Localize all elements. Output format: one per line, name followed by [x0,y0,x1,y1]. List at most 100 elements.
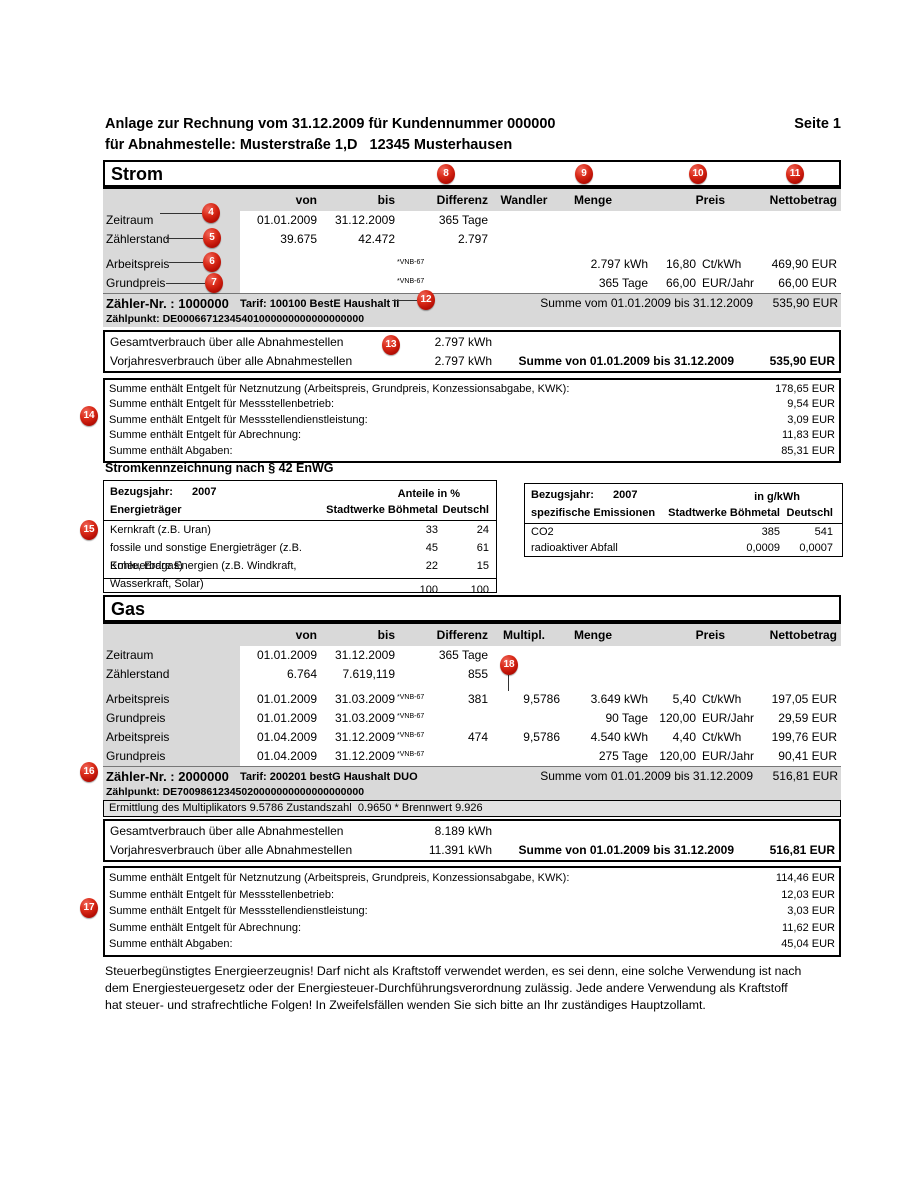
fee-value: 85,31 EUR [781,444,835,457]
row-header: spezifische Emissionen [531,507,656,519]
reference-year-label: Bezugsjahr: [110,486,173,498]
fee-label: Summe enthält Entgelt für Messstellenbet… [109,888,335,901]
emissions-table: Bezugsjahr: 2007 in g/kWh spezifische Em… [524,483,843,557]
annotation-badge-18: 18 [500,655,518,675]
energy-mix-table: Bezugsjahr: 2007 Anteile in % Energieträ… [103,480,497,596]
period-sum-label: Summe vom 01.01.2009 bis 31.12.2009 [540,296,753,310]
col-header-bis: bis [377,628,395,642]
cell-wandler [488,230,560,249]
energy-mix-heading: Stromkennzeichnung nach § 42 EnWG [105,461,334,475]
cell-menge [560,230,648,249]
cell-preis [648,230,758,249]
row-label: Zählerstand [103,665,240,684]
cell-preis-unit: EUR/Jahr [702,276,755,290]
vnb-note: *VNB-67 [397,732,425,739]
previous-year-label: Vorjahresverbrauch über alle Abnahmestel… [110,354,353,368]
annotation-badge-6: 6 [203,252,221,272]
cell-von [240,274,317,293]
table-row-grundpreis-2: Grundpreis 01.04.2009 31.12.2009 *VNB-67… [103,747,841,766]
leader-line [166,283,205,284]
metering-point: Zählpunkt: DE700986123450200000000000000… [103,785,841,800]
fee-label: Summe enthält Abgaben: [109,444,233,457]
annotation-badge-16: 16 [80,762,98,782]
cell-menge [560,211,648,230]
annotation-badge-11: 11 [786,164,804,184]
cell-bis [317,274,395,293]
leader-line [392,300,417,301]
document-title: Anlage zur Rechnung vom 31.12.2009 für K… [105,116,556,132]
annotation-badge-7: 7 [205,273,223,293]
unit-label: in g/kWh [754,491,800,503]
cell-netto: 469,90 EUR [771,257,837,271]
period-sum-label: Summe von 01.01.2009 bis 31.12.2009 [518,843,734,857]
tariff-label: Tarif: 100100 BestE Haushalt II [240,298,400,310]
fee-row: Summe enthält Abgaben: 45,04 EUR [105,936,839,953]
cell-bis: 31.12.2009 [334,213,395,227]
cell-wandler [488,255,560,274]
gas-consumption-box: Gesamtverbrauch über alle Abnahmestellen… [103,819,841,862]
fee-label: Summe enthält Entgelt für Netznutzung (A… [109,383,570,395]
cell-menge: 365 Tage [598,276,648,290]
col-header-differenz: Differenz [436,628,488,642]
table-row-zeitraum: Zeitraum 01.01.2009 31.12.2009 365 Tage [103,646,841,665]
reference-year: 2007 [613,489,638,501]
cell-preis-value: 66,00 [665,276,696,290]
previous-year-label: Vorjahresverbrauch über alle Abnahmestel… [110,843,353,857]
col-header-multiplikator: Multipl. [503,628,545,642]
fee-label: Summe enthält Entgelt für Messstellenbet… [109,398,335,411]
row-label: Zeitraum [103,646,240,665]
tax-notice-line: hat steuer- und strafrechtliche Folgen! … [105,998,706,1012]
energy-mix-total-row: 100 100 [104,578,496,598]
col-header-von: von [295,193,317,207]
fee-row: Summe enthält Abgaben: 85,31 EUR [105,444,839,459]
fee-value: 3,09 EUR [787,413,835,426]
annotation-badge-15: 15 [80,520,98,540]
period-sum-value: 535,90 EUR [772,296,838,310]
period-sum-label: Summe von 01.01.2009 bis 31.12.2009 [518,354,734,368]
header-empty [103,189,240,211]
fee-label: Summe enthält Entgelt für Messstellendie… [109,413,368,426]
annotation-badge-17: 17 [80,898,98,918]
cell-von: 39.675 [280,232,317,246]
fee-value: 178,65 EUR [775,383,835,395]
col-header-wandler: Wandler [500,193,548,207]
fee-value: 11,62 EUR [782,921,835,934]
consumption-row: Gesamtverbrauch über alle Abnahmestellen… [105,822,839,841]
fee-label: Summe enthält Entgelt für Netznutzung (A… [109,872,570,884]
cell-netto [758,230,840,249]
strom-consumption-box: Gesamtverbrauch über alle Abnahmestellen… [103,330,841,373]
cell-differenz: 365 Tage [438,213,488,227]
multiplier-row: Ermittlung des Multiplikators 9.5786 Zus… [103,800,841,817]
col-header-menge: Menge [573,193,612,207]
fee-row: Summe enthält Entgelt für Messstellenbet… [105,397,839,412]
gas-table-header: von bis Differenz Multipl. Menge Preis N… [103,624,841,646]
cell-differenz: 2.797 [457,232,488,246]
table-row-arbeitspreis: Arbeitspreis *VNB-67 2.797 kWh 16,80 Ct/… [103,255,841,274]
leader-line [169,262,203,263]
total-stadtwerke: 100 [419,584,438,596]
row-header: Energieträger [110,504,182,516]
col-header-deutschland: Deutschl [786,507,833,519]
fee-row: Summe enthält Entgelt für Messstellendie… [105,413,839,428]
header-empty [103,624,240,646]
fee-row: Summe enthält Entgelt für Abrechnung: 11… [105,428,839,443]
fee-value: 3,03 EUR [787,905,835,918]
tariff-label: Tarif: 200201 bestG Haushalt DUO [240,771,418,783]
gas-fees-box: Summe enthält Entgelt für Netznutzung (A… [103,866,841,957]
reference-year: 2007 [192,486,217,498]
previous-year-value: 11.391 kWh [428,843,492,857]
strom-fees-box: Summe enthält Entgelt für Netznutzung (A… [103,378,841,463]
fee-row: Summe enthält Entgelt für Abrechnung: 11… [105,920,839,937]
vnb-note: *VNB-67 [397,278,425,285]
annotation-badge-4: 4 [202,203,220,223]
table-row-spacer [103,684,841,690]
cell-menge: 2.797 kWh [590,257,648,271]
fee-value: 11,83 EUR [782,429,835,442]
table-row-grundpreis-1: Grundpreis 01.01.2009 31.03.2009 *VNB-67… [103,709,841,728]
table-row-zeitraum: Zeitraum 01.01.2009 31.12.2009 365 Tage [103,211,841,230]
gas-table: von bis Differenz Multipl. Menge Preis N… [103,624,841,800]
annotation-badge-14: 14 [80,406,98,426]
fee-row: Summe enthält Entgelt für Messstellenbet… [105,887,839,904]
cell-multiplikator: 9,5786 [523,730,560,744]
